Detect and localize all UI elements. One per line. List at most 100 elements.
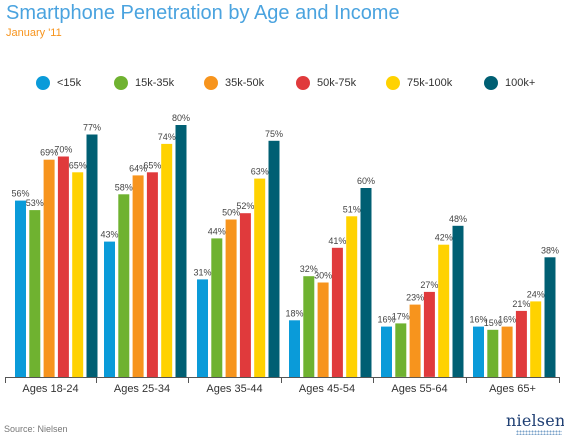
bar <box>331 247 343 377</box>
bar <box>409 304 421 378</box>
logo-dot-grid <box>516 430 562 435</box>
bar <box>289 320 300 377</box>
legend-swatch <box>484 76 498 90</box>
chart-title: Smartphone Penetration by Age and Income <box>6 2 400 24</box>
data-label: 24% <box>527 289 545 299</box>
category-label: Ages 18-24 <box>22 383 78 395</box>
data-label: 16% <box>377 315 395 325</box>
data-label: 17% <box>392 311 410 321</box>
data-label: 53% <box>26 198 44 208</box>
data-label: 65% <box>143 160 161 170</box>
bar <box>501 326 513 377</box>
legend-swatch <box>204 76 218 90</box>
data-label: 32% <box>300 264 318 274</box>
data-label: 65% <box>69 160 87 170</box>
data-label: 69% <box>40 148 58 158</box>
data-label: 56% <box>11 189 29 199</box>
category-label: Ages 25-34 <box>114 383 170 395</box>
data-label: 60% <box>357 176 375 186</box>
data-label: 41% <box>328 236 346 246</box>
bar <box>211 238 223 377</box>
bar <box>57 156 69 377</box>
bar <box>452 225 464 377</box>
legend-label: 75k-100k <box>407 77 453 89</box>
data-label: 31% <box>193 267 211 277</box>
data-label: 21% <box>512 299 530 309</box>
category-label: Ages 55-64 <box>391 383 447 395</box>
bar <box>225 219 237 377</box>
bar <box>317 282 329 377</box>
bar <box>197 279 208 377</box>
data-label: 43% <box>100 230 118 240</box>
bar <box>161 143 173 377</box>
data-label: 64% <box>129 163 147 173</box>
data-label: 18% <box>285 308 303 318</box>
bar <box>86 134 98 377</box>
legend-item: 15k-35k <box>114 75 174 91</box>
legend-label: 15k-35k <box>135 77 175 89</box>
bar <box>423 291 435 377</box>
bar <box>29 210 41 377</box>
data-label: 63% <box>251 167 269 177</box>
bar <box>530 301 542 377</box>
bar <box>239 213 251 377</box>
legend-item: 50k-75k <box>296 75 356 91</box>
data-label: 16% <box>469 315 487 325</box>
data-label: 15% <box>484 318 502 328</box>
data-label: 70% <box>54 145 72 155</box>
data-label: 48% <box>449 214 467 224</box>
bar <box>104 241 115 377</box>
bar <box>268 140 280 378</box>
data-label: 23% <box>406 293 424 303</box>
data-label: 51% <box>343 204 361 214</box>
legend-swatch <box>386 76 400 90</box>
bar <box>132 175 144 377</box>
data-label: 30% <box>314 271 332 281</box>
data-label: 42% <box>435 233 453 243</box>
source-note: Source: Nielsen <box>4 424 68 434</box>
legend-item: 100k+ <box>484 75 535 91</box>
data-label: 58% <box>115 182 133 192</box>
data-label: 52% <box>236 201 254 211</box>
logo-wordmark: nielsen <box>506 411 564 430</box>
legend-swatch <box>36 76 50 90</box>
legend-item: <15k <box>36 75 81 91</box>
bar <box>395 323 407 377</box>
bar <box>146 172 158 378</box>
legend-item: 75k-100k <box>386 75 452 91</box>
category-label: Ages 65+ <box>489 383 536 395</box>
data-label: 38% <box>541 245 559 255</box>
legend-item: 35k-50k <box>204 75 264 91</box>
bar <box>303 276 315 377</box>
bar <box>515 310 527 377</box>
bar <box>473 326 484 377</box>
legend-label: 35k-50k <box>225 77 265 89</box>
nielsen-logo: nielsen <box>506 411 564 435</box>
bar <box>360 188 372 377</box>
data-label: 27% <box>420 280 438 290</box>
category-label: Ages 35-44 <box>206 383 262 395</box>
data-label: 75% <box>265 129 283 139</box>
legend-swatch <box>114 76 128 90</box>
data-label: 44% <box>208 226 226 236</box>
bar <box>118 194 130 377</box>
bar <box>15 200 26 377</box>
legend-label: 50k-75k <box>317 77 357 89</box>
bar <box>72 172 84 378</box>
bar <box>487 329 499 378</box>
bar <box>254 178 266 377</box>
data-label: 77% <box>83 123 101 133</box>
data-label: 50% <box>222 208 240 218</box>
bar <box>438 244 450 377</box>
bar <box>381 326 392 377</box>
legend-label: <15k <box>57 77 82 89</box>
legend-swatch <box>296 76 310 90</box>
bar <box>175 125 187 377</box>
data-label: 16% <box>498 315 516 325</box>
data-label: 80% <box>172 113 190 123</box>
chart-legend: <15k 15k-35k 35k-50k 50k-75k 75k-100k 100k+ <box>0 75 564 91</box>
legend-label: 100k+ <box>505 77 536 89</box>
category-label: Ages 45-54 <box>299 383 355 395</box>
bar <box>346 216 358 377</box>
